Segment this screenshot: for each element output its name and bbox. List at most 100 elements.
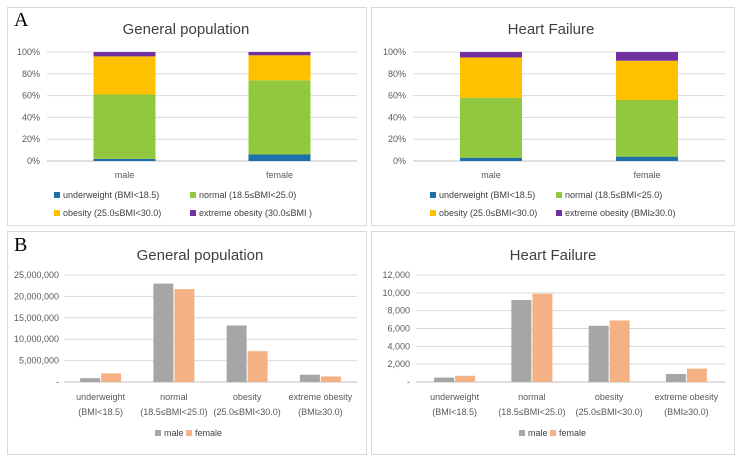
x-tick-label: (18.5≤BMI<25.0) (140, 407, 207, 417)
bar-male-extreme-obesity (93, 52, 156, 57)
y-tick-label: 40% (388, 112, 406, 122)
y-tick-label: 5,000,000 (19, 356, 59, 366)
bar-underweight-male (80, 378, 101, 382)
x-tick-label: (18.5≤BMI<25.0) (498, 407, 565, 417)
y-tick-label: 15,000,000 (14, 313, 59, 323)
x-tick-label: underweight (76, 392, 126, 402)
y-tick-label: 20% (22, 134, 40, 144)
x-tick-label: extreme obesity (655, 392, 719, 402)
legend-label: female (195, 428, 222, 438)
bar-normal-female (174, 289, 195, 382)
x-tick-label: underweight (430, 392, 480, 402)
legend-label: obesity (25.0≤BMI<30.0) (63, 208, 161, 218)
y-tick-label: 0% (27, 156, 40, 166)
bar-extreme-obesity-female (686, 368, 707, 382)
legend-label: underweight (BMI<18.5) (63, 190, 159, 200)
y-tick-label: 2,000 (387, 359, 410, 369)
y-tick-label: 80% (22, 69, 40, 79)
y-tick-label: 12,000 (382, 270, 410, 280)
legend-swatch (430, 192, 436, 198)
x-tick-label: obesity (233, 392, 262, 402)
chart-title: Heart Failure (510, 247, 597, 264)
x-tick-label: female (633, 170, 660, 180)
bar-normal-male (153, 283, 174, 382)
legend-label: extreme obesity (BMI≥30.0) (565, 208, 675, 218)
legend-label: male (528, 428, 548, 438)
y-tick-label: 6,000 (387, 324, 410, 334)
x-tick-label: (25.0≤BMI<30.0) (576, 407, 643, 417)
y-tick-label: 25,000,000 (14, 270, 59, 280)
legend-swatch (155, 430, 161, 436)
bar-normal-female (532, 293, 553, 382)
y-tick-label: 100% (383, 47, 406, 57)
x-tick-label: (BMI<18.5) (78, 407, 123, 417)
section-label-b: B (14, 234, 28, 256)
legend-swatch (519, 430, 525, 436)
chart-title: General population (137, 247, 264, 264)
bar-male-underweight (460, 157, 522, 161)
y-tick-label: - (56, 377, 59, 387)
bar-female-underweight (616, 156, 678, 161)
y-tick-label: 40% (22, 112, 40, 122)
bar-male-normal (93, 94, 156, 159)
bar-underweight-male (434, 377, 455, 382)
y-tick-label: 10,000,000 (14, 334, 59, 344)
x-tick-label: obesity (595, 392, 624, 402)
bar-female-normal (248, 80, 311, 155)
bar-female-normal (616, 99, 678, 157)
bar-male-normal (460, 97, 522, 158)
y-tick-label: 20,000,000 (14, 291, 59, 301)
legend-label: extreme obesity (30.0≤BMI ) (199, 208, 312, 218)
y-tick-label: 80% (388, 69, 406, 79)
legend-label: normal (18.5≤BMI<25.0) (199, 190, 296, 200)
legend-label: underweight (BMI<18.5) (439, 190, 535, 200)
panel-b-heart-failure (371, 231, 735, 455)
legend-swatch (430, 210, 436, 216)
y-tick-label: - (407, 377, 410, 387)
bar-extreme-obesity-male (299, 374, 320, 382)
chart-title: General population (123, 21, 250, 38)
legend-label: normal (18.5≤BMI<25.0) (565, 190, 662, 200)
legend-swatch (556, 210, 562, 216)
y-tick-label: 100% (17, 47, 40, 57)
bar-underweight-female (101, 373, 122, 382)
bar-obesity-male (588, 325, 609, 382)
y-tick-label: 60% (388, 91, 406, 101)
bar-obesity-female (609, 320, 630, 382)
legend-swatch (54, 192, 60, 198)
y-tick-label: 4,000 (387, 341, 410, 351)
legend-swatch (556, 192, 562, 198)
bar-extreme-obesity-female (320, 376, 341, 382)
legend-swatch (54, 210, 60, 216)
bar-female-extreme-obesity (248, 52, 311, 56)
bar-extreme-obesity-male (665, 373, 686, 382)
bar-obesity-male (226, 325, 247, 382)
bar-female-extreme-obesity (616, 52, 678, 61)
bar-obesity-female (247, 351, 268, 382)
bar-underweight-female (455, 375, 476, 382)
x-tick-label: male (115, 170, 135, 180)
y-tick-label: 60% (22, 91, 40, 101)
legend-swatch (186, 430, 192, 436)
chart-title: Heart Failure (508, 21, 595, 38)
y-tick-label: 20% (388, 134, 406, 144)
bar-male-underweight (93, 158, 156, 161)
x-tick-label: (25.0≤BMI<30.0) (214, 407, 281, 417)
y-tick-label: 8,000 (387, 306, 410, 316)
x-tick-label: normal (518, 392, 546, 402)
legend-swatch (550, 430, 556, 436)
legend-label: obesity (25.0≤BMI<30.0) (439, 208, 537, 218)
legend-swatch (190, 192, 196, 198)
y-tick-label: 10,000 (382, 288, 410, 298)
bar-male-obesity (93, 56, 156, 95)
legend-swatch (190, 210, 196, 216)
x-tick-label: extreme obesity (289, 392, 353, 402)
y-tick-label: 0% (393, 156, 406, 166)
legend-label: female (559, 428, 586, 438)
x-tick-label: (BMI≥30.0) (664, 407, 708, 417)
x-tick-label: normal (160, 392, 188, 402)
